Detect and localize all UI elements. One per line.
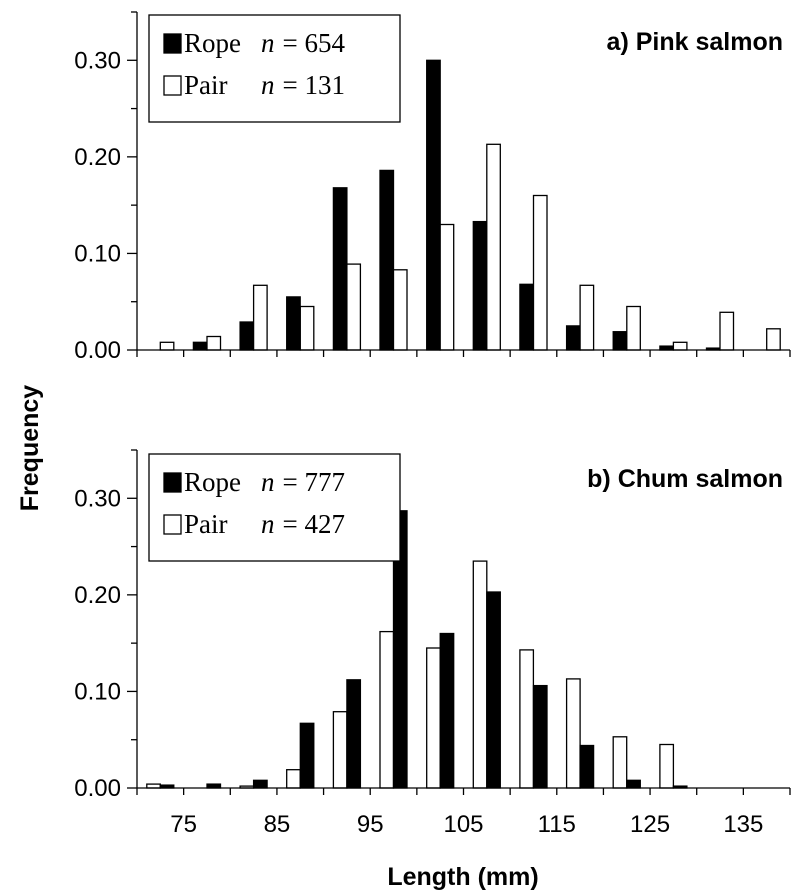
panel-a-pink-salmon: 0.00 0.10 0.20 0.30 a) Pink salmon Rope n = 654… [74, 11, 791, 364]
legend: Rope n = 777 Pair n = 427 [148, 453, 401, 562]
legend-label-rope: Rope [184, 28, 241, 58]
x-tick-label: 115 [538, 811, 576, 838]
legend: Rope n = 654 Pair n = 131 [148, 14, 401, 123]
bar-pair-125 [626, 305, 641, 351]
bar-rope-90 [299, 722, 315, 789]
bar-pair-110 [486, 143, 501, 351]
x-tick-label: 85 [264, 811, 291, 838]
panel-title: a) Pink salmon [607, 28, 783, 56]
y-tick-label: 0.00 [74, 775, 121, 802]
y-tick-label: 0.30 [74, 47, 121, 74]
bar-pair-125 [612, 736, 628, 789]
bar-pair-115 [532, 194, 548, 351]
y-tick-label: 0.20 [74, 582, 121, 609]
y-tick-label: 0.20 [74, 144, 121, 171]
bar-rope-110 [486, 591, 501, 789]
bar-pair-130 [672, 341, 688, 351]
panel-b-chum-salmon: 0.00 0.10 0.20 0.30 75 85 95 105 115 125 135 b) Chu… [74, 449, 791, 838]
bar-rope-105 [439, 632, 455, 789]
x-tick-label: 75 [170, 811, 197, 838]
bar-pair-130 [659, 743, 675, 789]
bar-rope-125 [626, 779, 641, 789]
bar-pair-120 [579, 284, 595, 351]
legend-box [148, 453, 401, 562]
legend-count-pair: n = 131 [261, 70, 345, 100]
bar-pair-140 [766, 328, 781, 351]
bar-rope-95 [346, 679, 362, 789]
legend-swatch-pair [163, 75, 182, 96]
bar-rope-95 [332, 187, 348, 351]
bar-rope-80 [192, 341, 208, 351]
x-tick-label: 95 [357, 811, 384, 838]
legend-label-rope: Rope [184, 467, 241, 497]
bar-rope-105 [426, 59, 441, 351]
y-tick-label: 0.30 [74, 485, 121, 512]
bar-rope-125 [612, 331, 628, 351]
legend-count-rope: n = 654 [261, 28, 345, 58]
legend-swatch-pair [163, 514, 182, 535]
y-tick-label: 0.10 [74, 678, 121, 705]
bar-pair-90 [286, 769, 301, 789]
legend-swatch-rope [163, 472, 182, 493]
x-tick-label: 135 [723, 811, 763, 838]
bar-pair-105 [426, 647, 441, 789]
bar-pair-95 [346, 263, 362, 351]
bar-pair-85 [252, 284, 268, 351]
bar-pair-90 [299, 305, 315, 351]
bar-rope-120 [565, 325, 581, 351]
bar-pair-110 [472, 560, 488, 789]
x-axis-title: Length (mm) [387, 863, 538, 891]
bar-pair-120 [565, 678, 581, 789]
bar-rope-85 [239, 321, 255, 351]
legend-label-pair: Pair [184, 70, 228, 100]
x-tick-label: 105 [443, 811, 483, 838]
y-tick-label: 0.10 [74, 240, 121, 267]
legend-count-rope: n = 777 [261, 467, 345, 497]
legend-swatch-rope [163, 33, 182, 54]
x-tick-label: 125 [630, 811, 670, 838]
bar-rope-115 [519, 283, 535, 351]
bar-pair-80 [206, 335, 222, 351]
legend-box [148, 14, 401, 123]
bar-rope-85 [252, 779, 268, 789]
bar-pair-95 [332, 711, 348, 789]
bar-rope-90 [286, 296, 301, 351]
bar-pair-100 [379, 630, 395, 789]
panel-title: b) Chum salmon [587, 465, 783, 493]
bar-pair-100 [392, 269, 408, 351]
bar-pair-135 [719, 311, 735, 351]
legend-label-pair: Pair [184, 509, 228, 539]
bar-pair-115 [519, 649, 535, 789]
bar-pair-105 [439, 223, 455, 351]
bar-rope-100 [379, 169, 395, 351]
y-axis-title: Frequency [16, 385, 44, 512]
bar-rope-110 [472, 220, 488, 351]
legend-count-pair: n = 427 [261, 509, 345, 539]
y-tick-label: 0.00 [74, 337, 121, 364]
bar-pair-75 [159, 341, 175, 351]
bar-rope-120 [579, 744, 595, 789]
bar-rope-115 [532, 684, 548, 789]
